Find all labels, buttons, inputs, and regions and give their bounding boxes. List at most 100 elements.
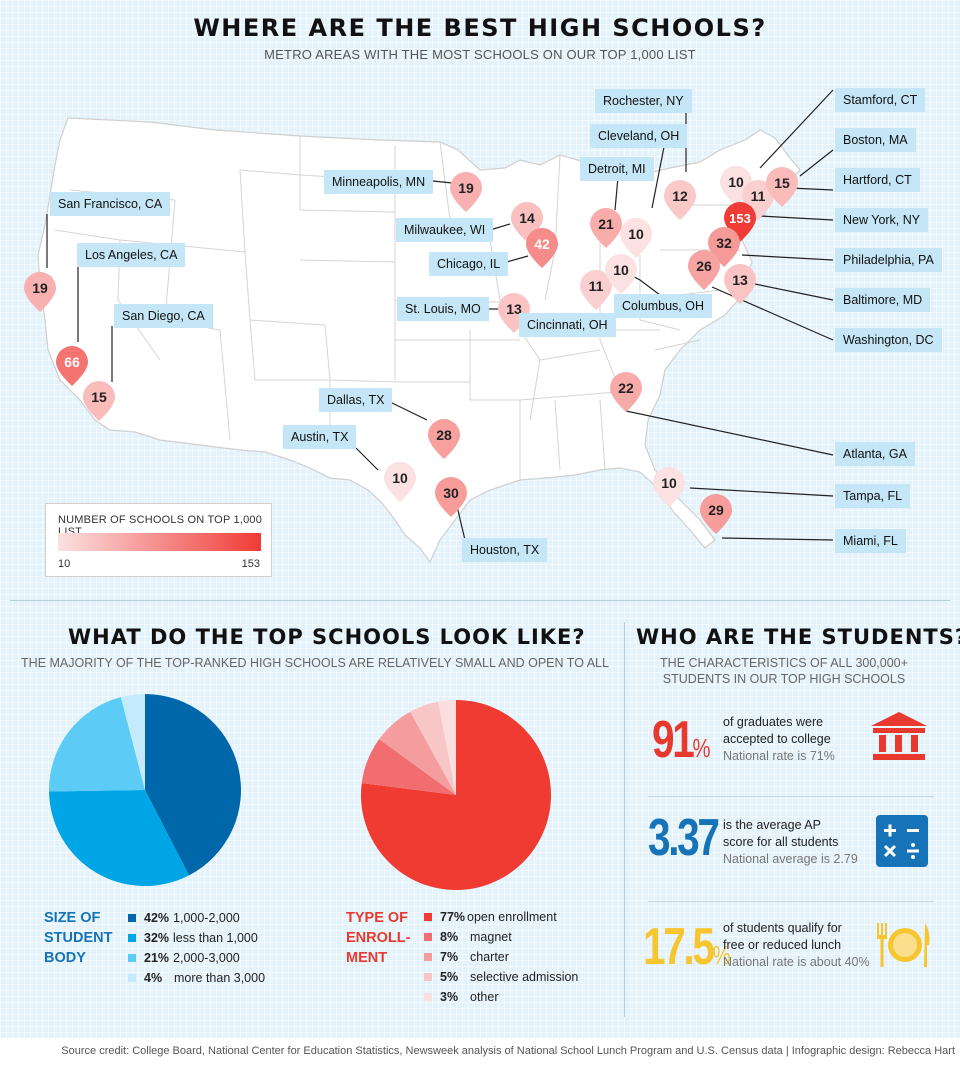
size-pie-chart: [49, 694, 242, 886]
enroll-key-pct: 7%: [440, 950, 459, 964]
city-label-milwaukee: Milwaukee, WI: [396, 218, 494, 242]
pie-slice-less-than-1-000: [49, 790, 189, 886]
map-pin-baltimore-md: 13: [724, 264, 756, 304]
enroll-key-pct: 3%: [440, 990, 459, 1004]
map-pin-marker: [450, 172, 482, 212]
bank-building-icon: [871, 712, 927, 760]
section-divider-horizontal: [10, 600, 950, 601]
map-pin-marker: [384, 462, 416, 502]
city-label-chicago: Chicago, IL: [429, 252, 509, 276]
pie-slice-more-than-3-000: [120, 694, 145, 790]
map-pin-marker: [590, 208, 622, 248]
enroll-key-swatch: [424, 953, 432, 961]
section-divider-vertical: [624, 622, 625, 1017]
pie-slice-selective-admission: [410, 701, 456, 795]
enroll-key-label: open enrollment: [467, 910, 557, 924]
size-key-pct: 42%: [144, 911, 170, 925]
city-label-stamford: Stamford, CT: [835, 88, 926, 112]
map-pin-value: 15: [774, 175, 790, 191]
legend-min: 10: [58, 558, 71, 570]
map-pin-value: 153: [729, 211, 751, 226]
map-pin-marker: [724, 264, 756, 304]
schools-section-title: WHAT DO THE TOP SCHOOLS LOOK LIKE?: [68, 625, 586, 649]
map-pin-marker: [428, 419, 460, 459]
map-pin-marker: [580, 270, 612, 310]
students-section-title: WHO ARE THE STUDENTS?: [636, 625, 960, 649]
map-pin-value: 22: [618, 380, 634, 396]
enroll-key-swatch: [424, 933, 432, 941]
size-key-label: 2,000-3,000: [173, 951, 240, 965]
city-label-columbus: Columbus, OH: [614, 294, 712, 318]
map-pins: 19 66 15 19 14 42 13 11 10 21 10 12 10 11 15 153 32 13 26 2…: [24, 166, 798, 534]
enroll-key-label: other: [470, 990, 499, 1004]
city-label-dallas: Dallas, TX: [319, 388, 393, 412]
enroll-key-pct: 77%: [440, 910, 466, 924]
size-key-pct: 21%: [144, 951, 170, 965]
students-subtitle-line2: STUDENTS IN OUR TOP HIGH SCHOOLS: [662, 672, 906, 686]
map-pin-austin-tx: 10: [384, 462, 416, 502]
city-label-rochester: Rochester, NY: [595, 89, 692, 113]
size-key-label: more than 3,000: [174, 971, 266, 985]
city-label-minneapolis: Minneapolis, MN: [324, 170, 434, 194]
map-legend: NUMBER OF SCHOOLS ON TOP 1,000 LIST 10 1…: [45, 503, 272, 577]
map-pin-chicago-il: 42: [526, 228, 558, 268]
stat-ap-score-text: is the average AP score for all students…: [723, 818, 858, 866]
page-title: WHERE ARE THE BEST HIGH SCHOOLS?: [193, 14, 767, 42]
map-pin-value: 32: [716, 235, 732, 251]
size-pie-key: 42% 1,000-2,000 32% less than 1,000 21% 2,0…: [128, 908, 265, 988]
map-pin-minneapolis-mn: 19: [450, 172, 482, 212]
city-label-boston: Boston, MA: [835, 128, 916, 152]
map-pin-los-angeles-ca: 66: [56, 346, 88, 386]
city-label-st-louis: St. Louis, MO: [397, 297, 489, 321]
city-label-san-francisco: San Francisco, CA: [50, 192, 171, 216]
city-label-austin: Austin, TX: [283, 425, 357, 449]
size-pie-title: SIZE OF STUDENT BODY: [44, 910, 113, 966]
enroll-key-row: 5% selective admission: [424, 967, 578, 987]
pie-slice-other: [438, 700, 456, 795]
size-key-swatch: [128, 914, 136, 922]
pie-slice-2-000-3-000: [49, 697, 145, 792]
stat-free-lunch-value: 17.5%: [643, 918, 731, 976]
city-label-los-angeles: Los Angeles, CA: [77, 243, 186, 267]
map-pin-marker: [56, 346, 88, 386]
stat-separator: [648, 796, 934, 797]
city-label-san-diego: San Diego, CA: [114, 304, 213, 328]
city-label-tampa: Tampa, FL: [835, 484, 911, 508]
map-pin-marker: [435, 477, 467, 517]
enroll-key-swatch: [424, 973, 432, 981]
size-key-row: 4% more than 3,000: [128, 968, 265, 988]
size-key-label: 1,000-2,000: [173, 911, 240, 925]
map-pin-san-francisco-ca: 19: [24, 272, 56, 312]
map-pin-marker: [766, 167, 798, 207]
pie-slice-1-000-2-000: [145, 694, 242, 876]
enroll-key-row: 8% magnet: [424, 927, 578, 947]
stat-separator: [648, 901, 934, 902]
enroll-key-row: 7% charter: [424, 947, 578, 967]
map-pin-value: 29: [708, 502, 724, 518]
plate-cutlery-icon: [877, 923, 930, 967]
map-pin-value: 12: [672, 188, 688, 204]
map-pin-marker: [620, 218, 652, 258]
size-key-pct: 32%: [144, 931, 170, 945]
map-pin-atlanta-ga: 22: [610, 372, 642, 412]
map-pin-value: 30: [443, 485, 459, 501]
size-key-row: 42% 1,000-2,000: [128, 908, 265, 928]
pie-slice-magnet: [361, 739, 456, 795]
map-pin-value: 21: [598, 216, 614, 232]
map-pin-marker: [610, 372, 642, 412]
map-pin-value: 10: [628, 226, 644, 242]
enroll-key-label: selective admission: [470, 970, 579, 984]
map-pin-detroit-mi: 21: [590, 208, 622, 248]
map-pin-value: 13: [732, 272, 748, 288]
source-credit: Source credit: College Board, National C…: [0, 1038, 960, 1065]
schools-section-subtitle: THE MAJORITY OF THE TOP-RANKED HIGH SCHO…: [21, 656, 609, 670]
map-pin-value: 10: [661, 475, 677, 491]
city-label-washington: Washington, DC: [835, 328, 942, 352]
pie-slice-charter: [379, 711, 456, 795]
enroll-key-label: magnet: [470, 930, 512, 944]
enroll-key-row: 3% other: [424, 987, 578, 1007]
map-pin-marker: [664, 180, 696, 220]
map-pin-tampa-fl: 10: [653, 467, 685, 507]
enrollment-pie-title: TYPE OF ENROLL-MENT: [346, 910, 411, 966]
city-label-detroit: Detroit, MI: [580, 157, 654, 181]
